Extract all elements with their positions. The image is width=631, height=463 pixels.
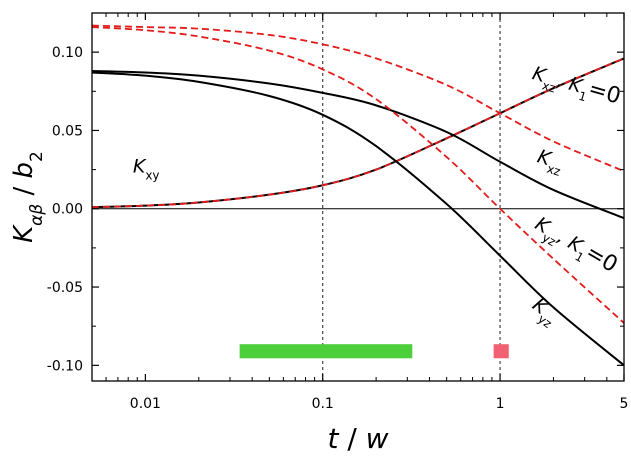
y-tick-label-2: 0.00 <box>52 202 83 218</box>
label-kxz-sub: xz <box>545 162 562 179</box>
label-kxy-sub: xy <box>145 169 159 183</box>
y-tick-label-0: -0.10 <box>47 358 83 374</box>
series-kyz-solid <box>91 71 625 367</box>
x-tick-label-0: 0.01 <box>130 396 161 412</box>
x-axis-title: t / w <box>327 422 388 455</box>
y-axis-title-main: K <box>9 224 39 243</box>
series-kyz-k1-dashed <box>91 26 625 324</box>
series-kxz-k1-dashed <box>91 24 625 172</box>
label-kxz-k1-tail-sub: 1 <box>577 89 588 105</box>
plot-frame <box>91 12 625 382</box>
reference-lines <box>92 13 624 381</box>
label-kyz-k1: Kyz, K1=0 <box>529 211 622 281</box>
bands <box>239 344 509 359</box>
y-axis-title-sep: / <box>9 178 39 203</box>
x-tick-label-2: 1 <box>496 396 505 412</box>
x-axis-title-main: t <box>327 422 339 455</box>
label-kxy-main: K <box>133 156 147 178</box>
series-lines <box>91 24 625 367</box>
x-axis-title-den: w <box>366 422 389 455</box>
y-axis-title-den: b <box>9 162 39 179</box>
x-tick-label-1: 0.1 <box>312 396 334 412</box>
y-tick-label-3: 0.05 <box>52 123 83 139</box>
y-axis-title-sub: αβ <box>27 204 47 226</box>
y-axis-title-den-sub: 2 <box>27 151 47 162</box>
green-band <box>239 344 413 359</box>
y-tick-label-4: 0.10 <box>52 45 83 61</box>
axis-ticks: 0.01 0.1 1 5 -0.10 -0.05 0.00 0.05 0.10 <box>47 13 629 412</box>
series-kxy-dashed <box>91 57 625 209</box>
y-tick-label-1: -0.05 <box>47 280 83 296</box>
label-kxz: Kxz <box>533 146 566 179</box>
y-axis-title: Kαβ / b2 <box>9 151 47 243</box>
series-kxz-solid <box>91 69 625 220</box>
x-axis-title-sep: / <box>338 422 365 455</box>
label-kxz-k1-sub: xz <box>541 78 558 95</box>
x-tick-label-3: 5 <box>620 396 629 412</box>
label-kyz-k1-sub: yz <box>540 230 559 249</box>
pink-band <box>493 344 509 359</box>
label-kxy: Kxy <box>133 156 160 183</box>
